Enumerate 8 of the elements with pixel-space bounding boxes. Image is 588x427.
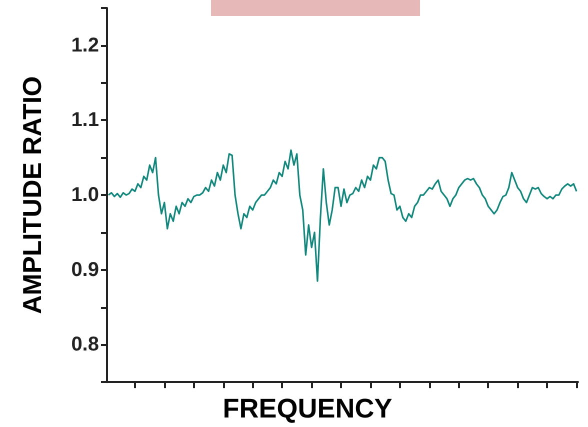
y-axis-title: AMPLITUDE RATIO <box>17 76 47 314</box>
y-tick-label: 1.2 <box>71 34 99 56</box>
y-tick-label: 1.1 <box>71 109 99 132</box>
y-tick-label: 0.8 <box>71 334 99 356</box>
x-axis-title: FREQUENCY <box>222 394 392 424</box>
line-series <box>108 149 578 282</box>
y-tick-label: 1.0 <box>71 184 99 206</box>
y-tick-label: 0.9 <box>71 258 99 281</box>
